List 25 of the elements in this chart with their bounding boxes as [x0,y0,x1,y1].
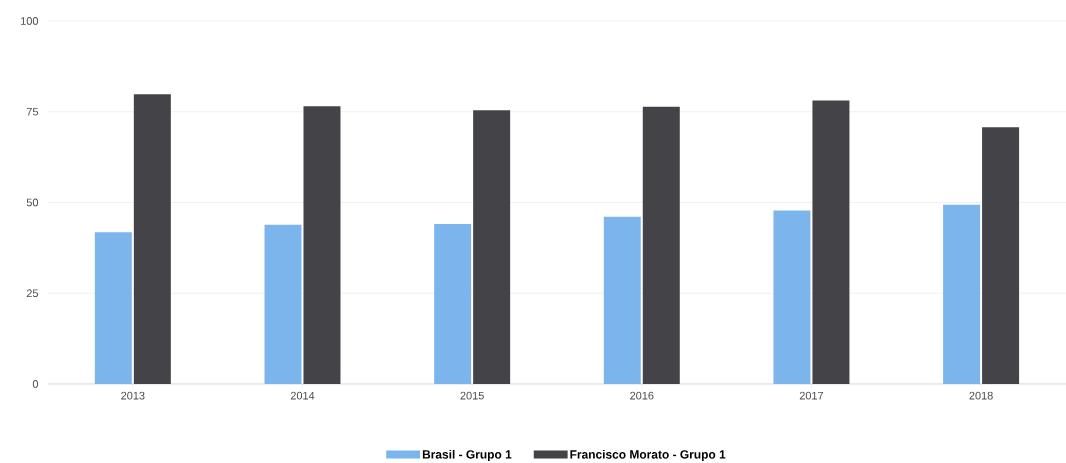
y-tick-label: 100 [21,17,39,25]
bar [603,216,641,384]
x-tick-label: 2015 [460,391,484,400]
y-tick-label: 25 [26,289,39,298]
x-tick-label: 2013 [121,391,145,400]
x-tick-label: 2014 [290,391,315,400]
bar [773,210,811,384]
bar [982,127,1020,384]
bar [473,110,511,384]
bar [264,224,302,384]
legend-label: Brasil - Grupo 1 [422,449,512,462]
y-tick-label: 0 [32,380,39,388]
bar [943,204,981,384]
bar [94,232,132,384]
y-tick-label: 75 [26,107,39,116]
bar [642,106,680,384]
x-tick-label: 2017 [799,391,824,400]
bar [303,106,341,384]
bar [133,94,171,384]
legend-label: Francisco Morato - Grupo 1 [570,449,726,462]
x-tick-label: 2018 [969,391,993,400]
x-tick-label: 2016 [630,391,654,400]
y-tick-label: 50 [26,198,39,207]
bar [434,223,472,384]
bar [812,100,850,384]
